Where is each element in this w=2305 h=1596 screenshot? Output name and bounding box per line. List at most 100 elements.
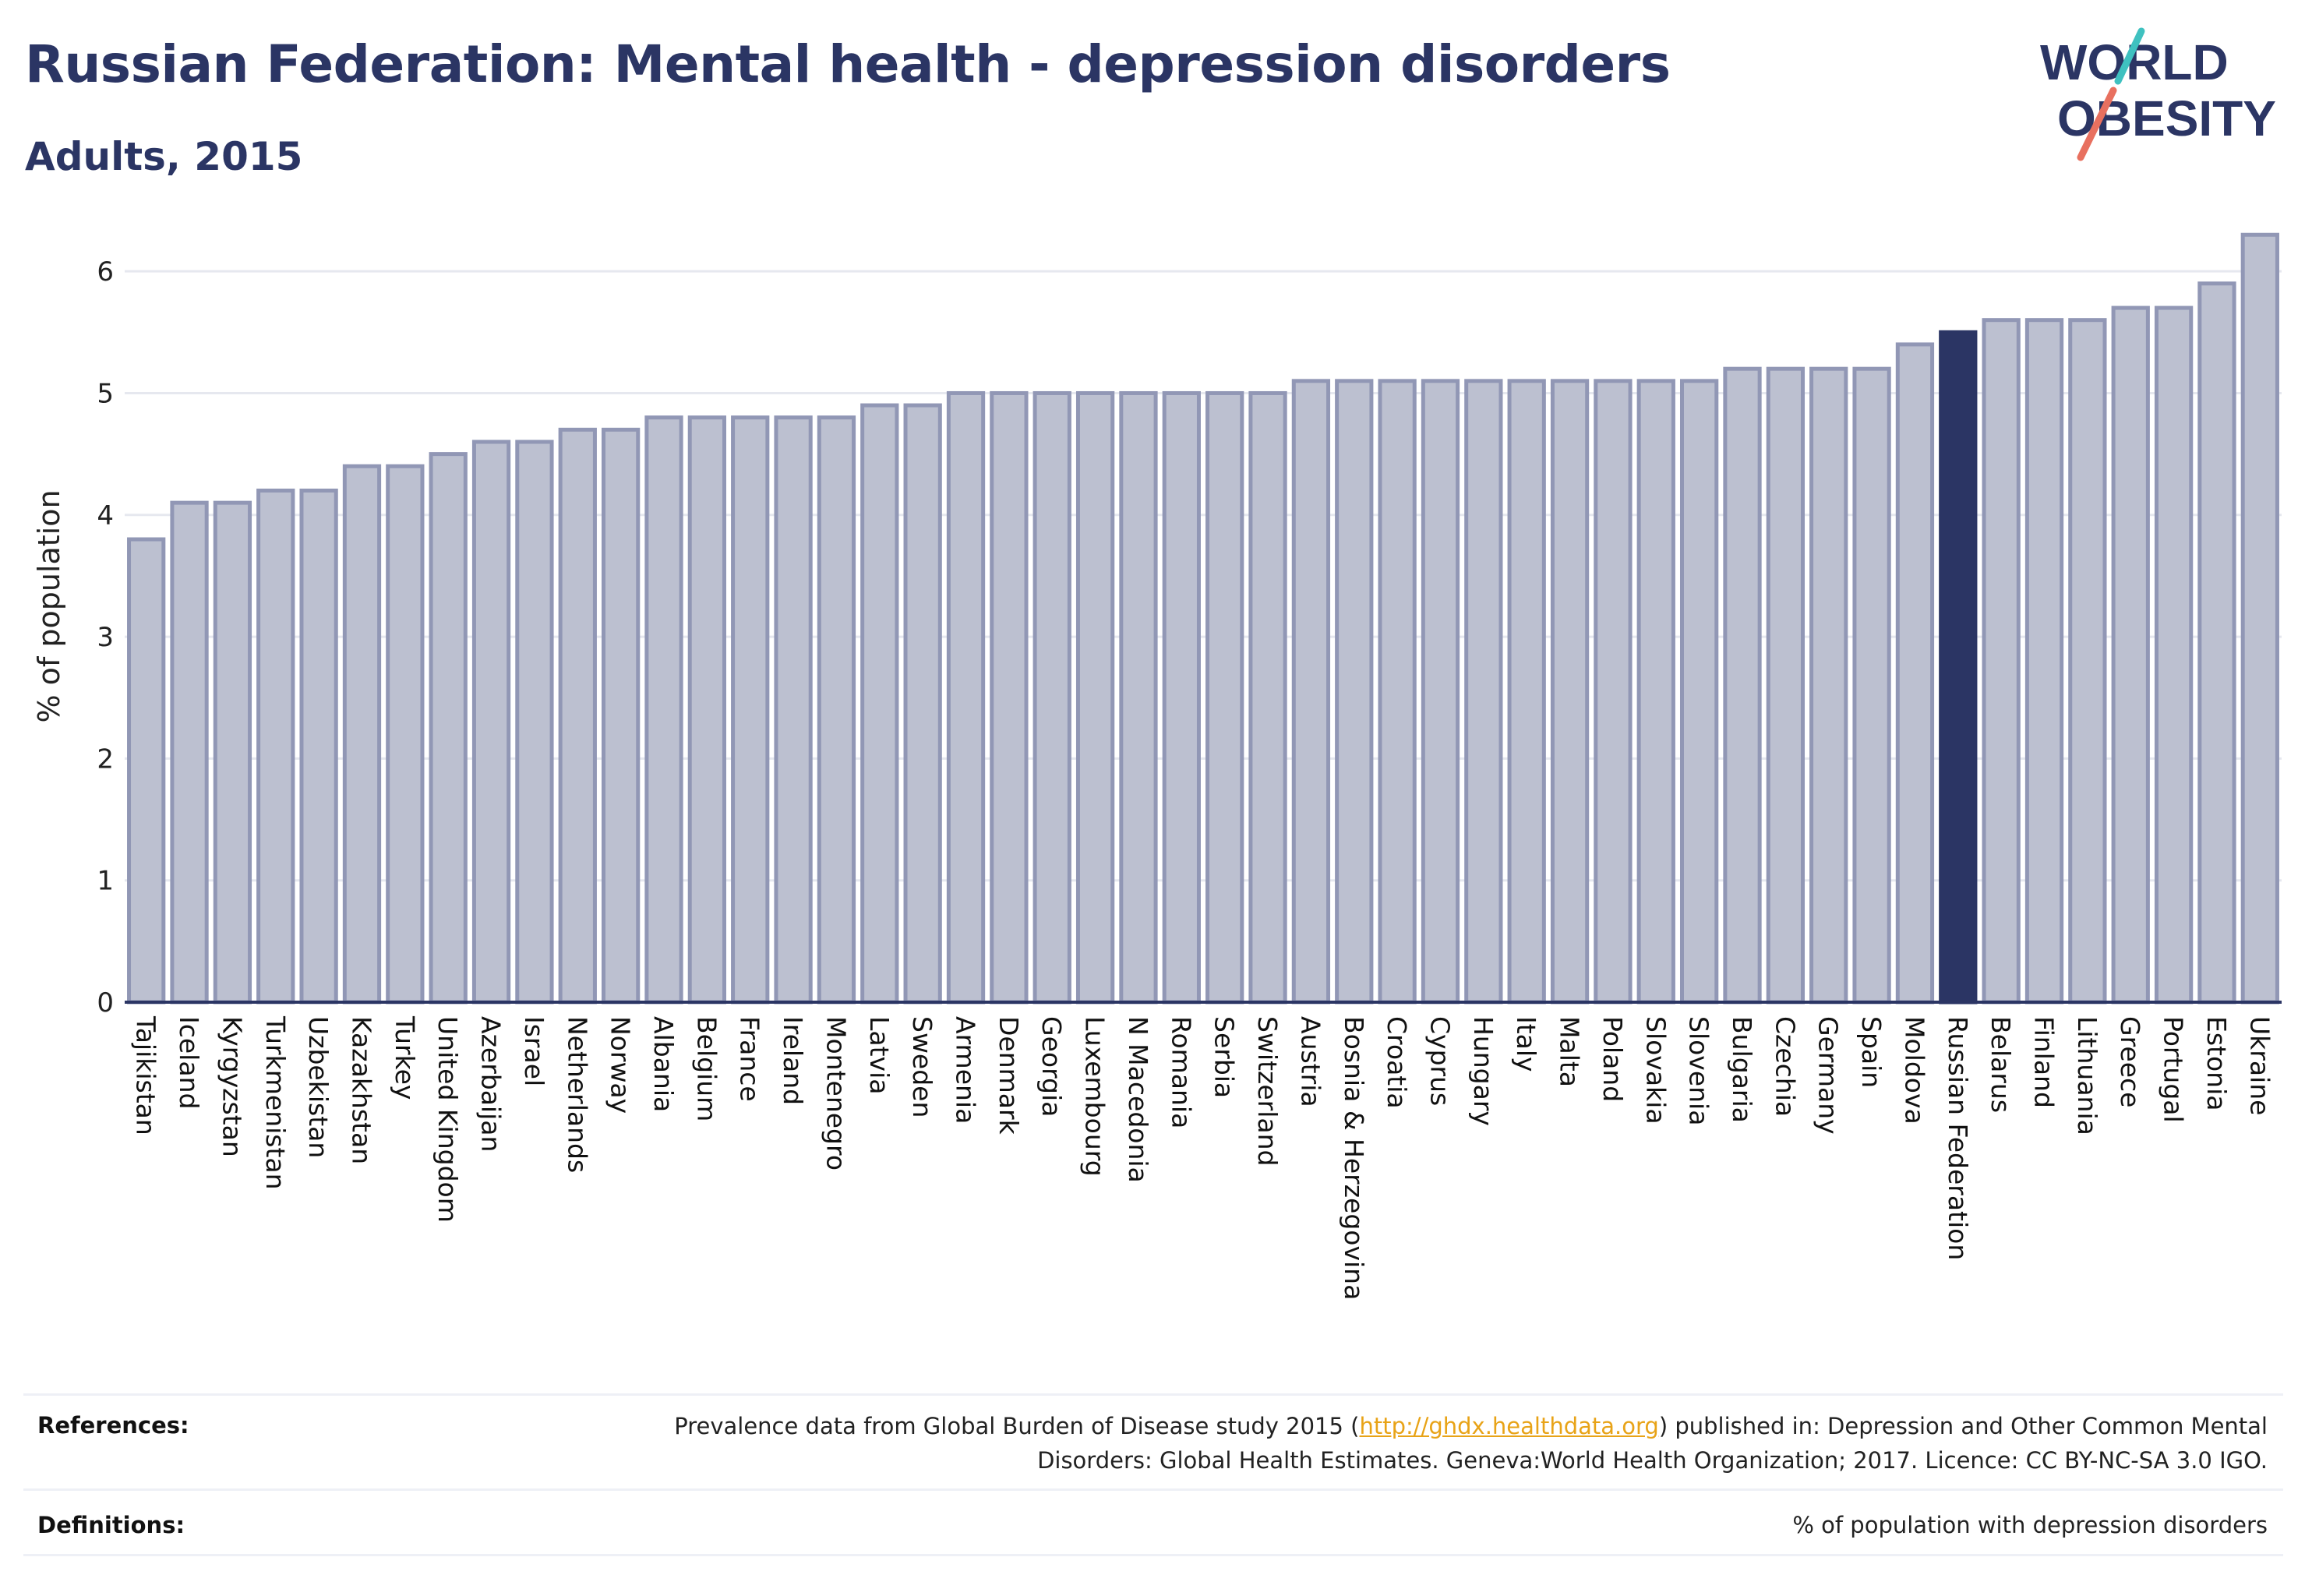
bar [774, 415, 813, 1005]
bar [1378, 379, 1417, 1005]
x-tick-label: Albania [648, 1016, 679, 1112]
x-tick-label: Greece [2115, 1016, 2145, 1107]
bar [1550, 379, 1590, 1005]
x-tick-label: Norway [605, 1016, 636, 1114]
y-tick-label: 2 [97, 743, 114, 775]
x-tick-label: United Kingdom [432, 1016, 463, 1223]
references-pre: Prevalence data from Global Burden of Di… [674, 1413, 1360, 1439]
x-tick-label: Ireland [778, 1016, 808, 1105]
y-tick-label: 1 [97, 866, 114, 897]
bar [429, 452, 468, 1005]
x-tick-label: Finland [2029, 1016, 2060, 1108]
x-tick-label: Croatia [1382, 1016, 1412, 1109]
bar [471, 440, 511, 1005]
bar [1291, 379, 1331, 1005]
y-axis-title: % of population [32, 489, 66, 722]
bar [2240, 232, 2279, 1005]
bar [2111, 305, 2150, 1005]
bar [990, 390, 1029, 1005]
x-tick-label: Moldova [1899, 1016, 1929, 1125]
x-tick-label: Hungary [1468, 1016, 1498, 1126]
x-tick-label: Russian Federation [1943, 1016, 1973, 1260]
x-tick-label: Kyrgyzstan [217, 1016, 247, 1157]
chart-title: Russian Federation: Mental health - depr… [25, 34, 1671, 94]
bar [1895, 342, 1935, 1005]
bar [127, 537, 166, 1005]
y-tick-label: 0 [97, 987, 114, 1019]
x-tick-label: Czechia [1770, 1016, 1800, 1117]
bar [1679, 379, 1719, 1005]
bar [1205, 390, 1244, 1005]
x-tick-label: Belgium [691, 1016, 722, 1121]
references-post: ) published in: Depression and Other Com… [1037, 1413, 2268, 1474]
bar [1507, 379, 1546, 1005]
bar [601, 427, 641, 1005]
x-tick-label: Israel [519, 1016, 549, 1086]
bar [860, 403, 899, 1005]
logo-slash-teal [2114, 27, 2145, 85]
bar [2197, 281, 2236, 1005]
bar [1939, 330, 1978, 1005]
x-tick-label: Turkmenistan [260, 1015, 291, 1190]
x-tick-label: Lithuania [2072, 1016, 2102, 1135]
chart-subtitle: Adults, 2015 [25, 134, 303, 179]
bar [1464, 379, 1503, 1005]
bar [903, 403, 942, 1005]
bar [2024, 318, 2064, 1005]
footer-divider [23, 1488, 2283, 1491]
bar [1636, 379, 1675, 1005]
bar [1766, 366, 1806, 1005]
y-tick-label: 4 [97, 500, 114, 531]
bar [731, 415, 770, 1005]
definitions-text: % of population with depression disorder… [1792, 1512, 2268, 1538]
definitions-label: Definitions: [37, 1512, 185, 1538]
x-tick-label: Romania [1166, 1016, 1196, 1128]
references-text: Prevalence data from Global Burden of Di… [553, 1409, 2268, 1478]
bar [1723, 366, 1762, 1005]
y-tick-label: 3 [97, 622, 114, 653]
bar [1982, 318, 2021, 1005]
x-tick-label: Luxembourg [1080, 1016, 1110, 1177]
x-tick-label: Serbia [1209, 1016, 1240, 1098]
bar [817, 415, 856, 1005]
bar [1075, 390, 1115, 1005]
x-tick-label: Georgia [1036, 1016, 1067, 1117]
logo-slash-coral [2077, 87, 2117, 161]
bar [386, 464, 425, 1005]
footer-divider [23, 1393, 2283, 1396]
x-tick-label: Ukraine [2244, 1016, 2275, 1115]
bar [644, 415, 683, 1005]
x-tick-label: Armenia [951, 1016, 981, 1124]
x-tick-label: Iceland [174, 1016, 204, 1109]
bar [1852, 366, 1891, 1005]
world-obesity-logo: WORLD OBESITY [2040, 27, 2276, 161]
bar-chart: 0 1 2 3 4 5 6 % of population Tajikistan Iceland K… [32, 232, 2282, 1300]
x-tick-label: Germany [1813, 1016, 1844, 1135]
x-tick-label: Azerbaijan [476, 1016, 507, 1152]
x-tick-label: Cyprus [1424, 1016, 1455, 1106]
x-tick-label: Spain [1856, 1016, 1887, 1088]
bar [558, 427, 597, 1005]
bar [1032, 390, 1071, 1005]
x-tick-label: Turkey [390, 1015, 420, 1100]
bar [342, 464, 382, 1005]
bar [687, 415, 727, 1005]
bar [256, 489, 295, 1005]
x-tick-label: Sweden [907, 1016, 937, 1118]
x-tick-label: Estonia [2201, 1016, 2232, 1110]
x-tick-label: Belarus [1986, 1016, 2016, 1113]
references-link[interactable]: http://ghdx.healthdata.org [1359, 1413, 1659, 1439]
x-tick-label: Switzerland [1252, 1016, 1283, 1167]
x-tick-label: Portugal [2159, 1016, 2189, 1123]
x-tick-label: Latvia [864, 1016, 895, 1094]
x-tick-label: Poland [1597, 1016, 1628, 1102]
x-tick-label: Italy [1511, 1016, 1541, 1072]
x-tick-label: Bosnia & Herzegovina [1339, 1016, 1369, 1300]
bar [1809, 366, 1848, 1005]
x-tick-label: Uzbekistan [303, 1016, 334, 1158]
x-tick-label: N Macedonia [1123, 1016, 1153, 1183]
x-tick-label: Tajikistan [131, 1015, 161, 1135]
x-tick-label: Bulgaria [1727, 1016, 1757, 1123]
x-tick-label: Austria [1295, 1016, 1325, 1107]
bar [1335, 379, 1374, 1005]
